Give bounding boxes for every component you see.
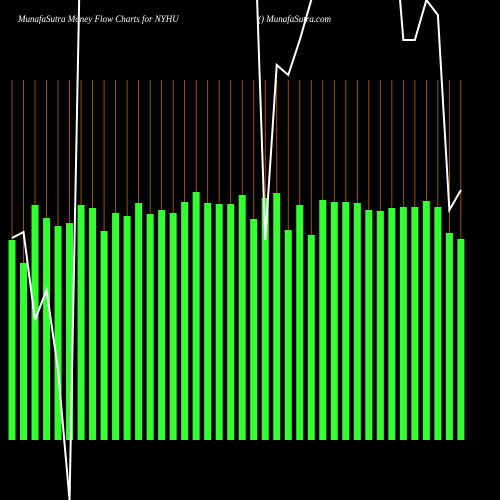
bar — [365, 210, 373, 440]
bar — [77, 205, 85, 440]
bar — [146, 214, 154, 440]
bar — [457, 239, 465, 440]
bar — [388, 208, 396, 440]
bar — [307, 235, 315, 440]
bar — [284, 230, 292, 440]
bar — [422, 201, 430, 440]
bar — [112, 213, 120, 440]
bar — [296, 205, 304, 440]
bar — [434, 207, 442, 440]
bar — [66, 223, 74, 440]
bar — [261, 198, 269, 440]
bar — [227, 204, 235, 440]
bar — [250, 219, 258, 440]
bar — [330, 202, 338, 440]
bar — [123, 216, 131, 440]
bar — [135, 203, 143, 440]
bar — [399, 207, 407, 440]
bar — [319, 200, 327, 440]
bar — [54, 226, 62, 440]
bar — [181, 202, 189, 440]
bar — [89, 208, 97, 440]
bar — [376, 211, 384, 440]
bar — [273, 193, 281, 440]
bar — [192, 192, 200, 440]
chart-title: MunafaSutra Money Flow Charts for NYHU — [17, 14, 179, 24]
bar — [342, 202, 350, 440]
bar — [31, 205, 39, 440]
bar — [100, 231, 108, 440]
bar — [43, 218, 51, 440]
bar — [169, 213, 177, 440]
bar — [445, 233, 453, 440]
chart-subtitle: () MunafaSutra.com — [258, 14, 331, 24]
bar — [215, 204, 223, 440]
bar — [8, 240, 16, 440]
bar — [411, 207, 419, 440]
bar — [353, 203, 361, 440]
bar — [20, 263, 28, 440]
bar — [238, 195, 246, 440]
bar — [204, 203, 212, 440]
bar — [158, 210, 166, 440]
